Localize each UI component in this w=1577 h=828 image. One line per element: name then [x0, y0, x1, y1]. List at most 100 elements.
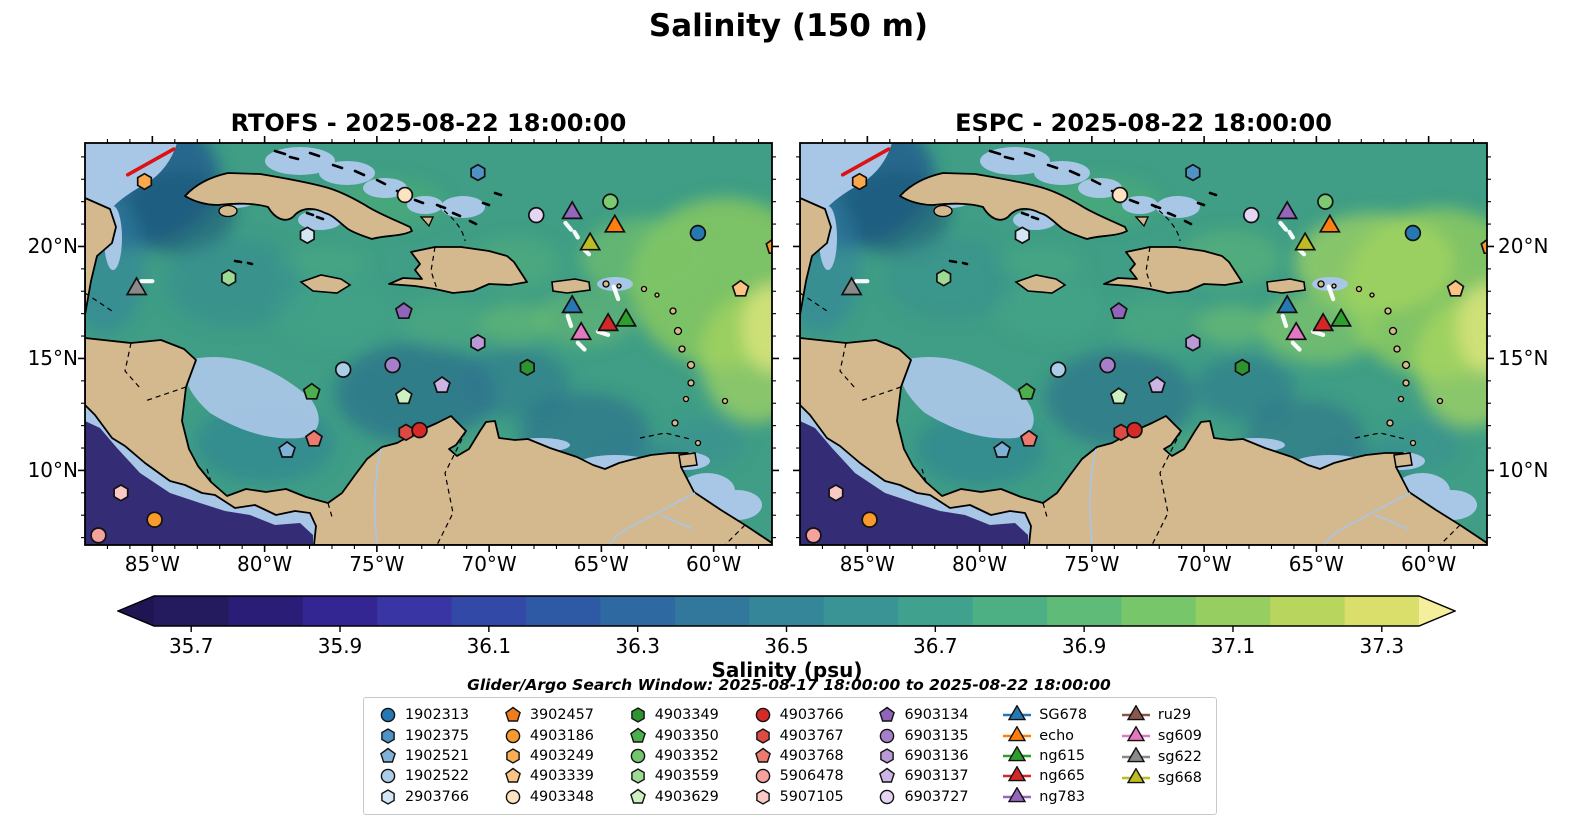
pentagon-marker-icon: [504, 768, 521, 784]
map-marker-circle: [1404, 224, 1422, 242]
legend-label: 4903249: [529, 748, 594, 765]
circle-marker-icon: [880, 789, 895, 805]
map-marker-ng783: [1276, 200, 1299, 220]
legend-label: 4903767: [779, 727, 844, 744]
legend-label: 1902313: [405, 707, 470, 724]
colorbar-tick-label: 35.7: [168, 634, 214, 658]
glider-track-dash: [1290, 340, 1302, 352]
legend-item-ng665: ng665: [1002, 766, 1087, 786]
legend-column: 3902457 4903186 4903249 4903339 4903348: [503, 705, 594, 807]
legend-item-2903766: 2903766: [378, 787, 469, 807]
circle-marker-icon: [880, 728, 895, 743]
y-tick-label-right: 10°N: [1498, 458, 1549, 483]
triangle-marker-icon: [1121, 746, 1150, 763]
map-marker-hexagon: [1234, 358, 1250, 377]
map-marker-hexagon: [851, 172, 868, 191]
legend-label: 6903727: [904, 788, 969, 805]
map-marker-ng665: [597, 312, 620, 332]
circle-marker-icon: [755, 769, 770, 784]
hexagon-marker-icon: [506, 748, 520, 764]
x-tick-label-rtofs: 75°W: [349, 552, 405, 576]
legend-label: sg622: [1157, 748, 1202, 765]
legend-item-6903137: 6903137: [877, 766, 969, 786]
map-marker-pentagon: [1446, 279, 1465, 297]
legend-label: 5907105: [779, 788, 844, 805]
colorbar-tick-label: 36.5: [764, 634, 809, 658]
colorbar-tick-label: 36.9: [1061, 634, 1107, 658]
map-marker-hexagon: [113, 484, 129, 502]
map-marker-hexagon: [936, 269, 952, 287]
map-marker-circle: [1111, 186, 1129, 204]
map-marker-pentagon: [304, 429, 324, 447]
glider-track-dash: [1280, 313, 1289, 329]
legend-label: 1902522: [405, 768, 470, 785]
legend-label: sg609: [1157, 728, 1202, 745]
map-marker-circle: [396, 186, 414, 204]
legend-label: 4903339: [529, 768, 594, 785]
legend-item-4903350: 4903350: [628, 725, 719, 745]
legend-item-4903249: 4903249: [503, 746, 594, 766]
legend-label: ng783: [1039, 788, 1086, 805]
map-marker-sg622: [125, 276, 148, 296]
x-tick-label-rtofs: 70°W: [461, 552, 517, 576]
triangle-marker-icon: [1003, 725, 1032, 741]
glider-track-dash: [595, 329, 611, 338]
legend-item-echo: echo: [1002, 725, 1087, 745]
map-marker-hexagon: [470, 163, 486, 182]
legend-item-1902375: 1902375: [378, 725, 469, 745]
map-marker-ng615: [1330, 307, 1353, 327]
circle-marker-icon: [505, 789, 521, 805]
map-marker-sg622: [840, 276, 863, 296]
map-marker-hexagon: [1014, 226, 1030, 245]
colorbar-tick-label: 36.7: [913, 634, 958, 658]
x-tick-label-espc: 60°W: [1401, 552, 1457, 576]
legend: 1902313 1902375 1902521 1902522 2903766 39024…: [363, 697, 1217, 815]
legend-column: 1902313 1902375 1902521 1902522 2903766: [378, 705, 469, 807]
map-marker-sg668: [579, 231, 602, 251]
glider-track-dash: [572, 229, 580, 240]
map-marker-echo: [1318, 213, 1341, 233]
x-tick-label-espc: 85°W: [839, 552, 895, 576]
map-marker-pentagon: [1480, 238, 1487, 255]
glider-track-dash: [1310, 329, 1326, 338]
legend-item-4903348: 4903348: [503, 787, 594, 807]
legend-column: 4903349 4903350 4903352 4903559 4903629: [628, 705, 719, 807]
legend-item-1902313: 1902313: [378, 705, 469, 725]
legend-label: 4903350: [654, 727, 719, 744]
pentagon-marker-icon: [504, 706, 521, 722]
glider-track-dash: [1278, 220, 1289, 232]
map-marker-pentagon: [302, 382, 321, 400]
pentagon-marker-icon: [629, 727, 646, 743]
map-frame: [799, 142, 1488, 546]
legend-item-1902521: 1902521: [378, 746, 469, 766]
hexagon-marker-icon: [381, 789, 395, 805]
glider-track-dash: [611, 284, 621, 302]
legend-label: 6903136: [904, 748, 969, 765]
y-tick-label-left: 15°N: [27, 346, 78, 371]
map-marker-pentagon: [993, 440, 1011, 458]
map-marker-hexagon: [299, 226, 315, 245]
colorbar-tick-label: 36.3: [615, 634, 660, 658]
legend-item-SG678: SG678: [1002, 705, 1087, 725]
hexagon-marker-icon: [880, 748, 895, 764]
glider-track-dash: [563, 220, 574, 232]
map-marker-hexagon: [519, 358, 535, 377]
map-frame: [84, 142, 773, 546]
x-tick-label-rtofs: 85°W: [124, 552, 180, 576]
legend-item-sg609: sg609: [1121, 726, 1202, 747]
circle-marker-icon: [755, 707, 770, 723]
legend-label: 4903349: [654, 707, 719, 724]
map-marker-circle: [384, 356, 401, 374]
map-marker-ng783: [561, 200, 584, 220]
triangle-marker-icon: [1121, 705, 1150, 721]
legend-label: ng665: [1039, 768, 1086, 785]
x-tick-label-rtofs: 60°W: [686, 552, 742, 576]
pentagon-marker-icon: [629, 788, 646, 804]
map-marker-circle: [602, 193, 619, 210]
hexagon-marker-icon: [755, 727, 770, 744]
map-marker-sg609: [1285, 321, 1308, 341]
y-tick-label-left: 10°N: [27, 458, 78, 483]
map-marker-pentagon: [394, 302, 413, 320]
map-marker-hexagon: [136, 172, 153, 191]
